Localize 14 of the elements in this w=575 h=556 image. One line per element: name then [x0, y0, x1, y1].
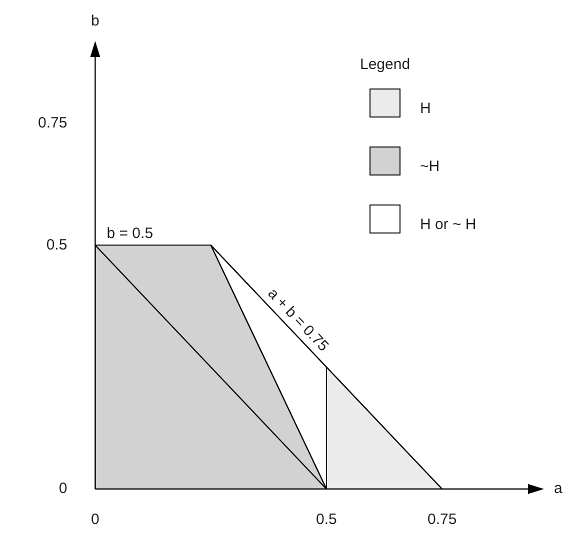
- legend-label: ~H: [420, 158, 440, 176]
- legend-title: Legend: [360, 56, 410, 74]
- x-axis-title: a: [554, 480, 563, 498]
- y-tick-label: 0.75: [38, 114, 68, 132]
- x-tick-label: 0.5: [316, 511, 337, 528]
- x-tick-label: 0.75: [428, 511, 457, 528]
- y-tick-label: 0: [58, 480, 68, 498]
- y-axis-title: b: [91, 12, 100, 30]
- annotation: b = 0.5: [106, 224, 154, 242]
- y-tick-label: 0.5: [46, 236, 68, 254]
- annotation: a + b = 0.75: [264, 285, 332, 355]
- x-tick-label: 0: [91, 511, 100, 528]
- legend-label: H: [420, 100, 431, 118]
- legend-label: H or ~ H: [420, 216, 476, 234]
